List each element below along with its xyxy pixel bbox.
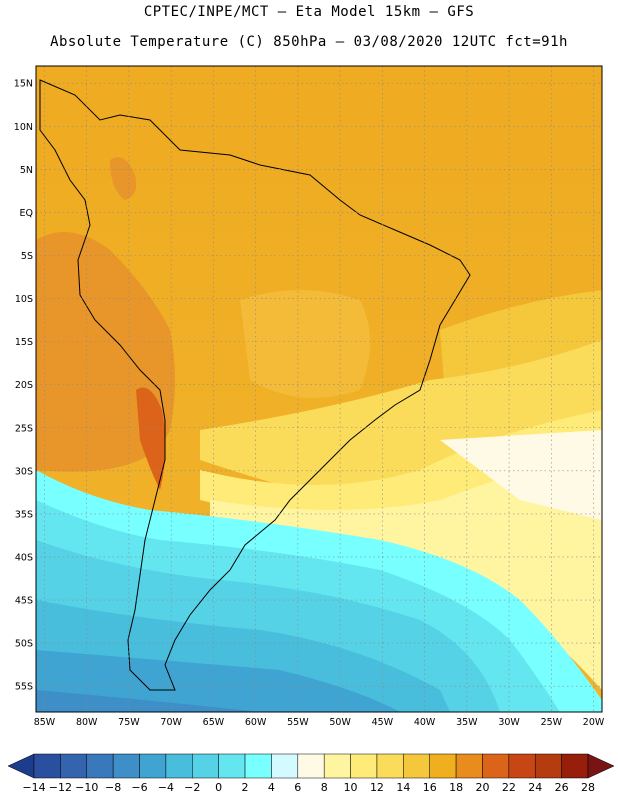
colorbar-label: −2 bbox=[184, 781, 200, 794]
lat-label: 5S bbox=[21, 251, 33, 262]
lat-label: 20S bbox=[15, 380, 33, 391]
lat-label: 40S bbox=[15, 552, 33, 563]
colorbar-swatch bbox=[482, 753, 510, 779]
colorbar-swatch bbox=[165, 753, 193, 779]
colorbar-label: 28 bbox=[581, 781, 595, 794]
colorbar-swatch bbox=[244, 753, 272, 779]
lat-label: 35S bbox=[15, 509, 33, 520]
lat-label: 15N bbox=[14, 79, 33, 90]
field-band-m4 bbox=[36, 650, 400, 712]
lat-label: 25S bbox=[15, 423, 33, 434]
lon-label: 55W bbox=[287, 717, 309, 728]
colorbar-label: −14 bbox=[22, 781, 45, 794]
colorbar-swatch bbox=[403, 753, 430, 779]
colorbar-label: −12 bbox=[49, 781, 72, 794]
lon-label: 40W bbox=[414, 717, 436, 728]
colorbar-label: 12 bbox=[370, 781, 384, 794]
lat-label: EQ bbox=[20, 208, 33, 219]
colorbar-label: 24 bbox=[528, 781, 542, 794]
lat-label: 15S bbox=[15, 337, 33, 348]
colorbar-label: 20 bbox=[475, 781, 489, 794]
colorbar-swatch bbox=[508, 753, 536, 779]
colorbar-label: −8 bbox=[105, 781, 121, 794]
lon-label: 60W bbox=[245, 717, 267, 728]
colorbar-label: 0 bbox=[215, 781, 222, 794]
colorbar-label: 22 bbox=[502, 781, 516, 794]
colorbar-swatch bbox=[534, 753, 562, 779]
colorbar-swatch bbox=[60, 753, 88, 779]
colorbar-swatch bbox=[323, 753, 351, 779]
lat-label: 10N bbox=[14, 122, 33, 133]
colorbar-label: 6 bbox=[294, 781, 301, 794]
colorbar-swatch bbox=[33, 753, 61, 779]
longitude-labels: 85W 80W 75W 70W 65W 60W 55W 50W 45W 40W 35W 30W 25W 2… bbox=[34, 717, 605, 728]
lat-label: 50S bbox=[15, 639, 33, 650]
colorbar-swatch bbox=[86, 753, 114, 779]
colorbar-swatch bbox=[139, 753, 167, 779]
colorbar-swatch bbox=[218, 753, 246, 779]
lon-label: 50W bbox=[329, 717, 351, 728]
colorbar bbox=[7, 753, 615, 779]
colorbar-label: 2 bbox=[242, 781, 249, 794]
field-venezuela-18 bbox=[110, 157, 137, 200]
colorbar-swatch bbox=[297, 753, 325, 779]
lon-label: 75W bbox=[118, 717, 140, 728]
lat-label: 10S bbox=[15, 294, 33, 305]
colorbar-swatch bbox=[112, 753, 140, 779]
lon-label: 70W bbox=[160, 717, 182, 728]
temperature-field bbox=[36, 66, 602, 712]
colorbar-swatch bbox=[455, 753, 483, 779]
lon-label: 25W bbox=[541, 717, 563, 728]
colorbar-labels: −14 −12 −10 −8 −6 −4 −2 0 2 4 6 8 10 12 14 16 18 20 22 24 26… bbox=[22, 781, 595, 794]
colorbar-min-arrow bbox=[7, 753, 35, 779]
coastline bbox=[39, 79, 471, 691]
lon-label: 30W bbox=[498, 717, 520, 728]
field-band-8 bbox=[440, 430, 602, 520]
field-brazil-16 bbox=[240, 290, 370, 398]
lon-label: 85W bbox=[34, 717, 56, 728]
lon-label: 45W bbox=[372, 717, 394, 728]
title-line-1: CPTEC/INPE/MCT – Eta Model 15km – GFS bbox=[143, 4, 475, 20]
colorbar-swatch bbox=[376, 753, 404, 779]
lon-label: 80W bbox=[76, 717, 98, 728]
colorbar-label: −6 bbox=[131, 781, 147, 794]
colorbar-label: 16 bbox=[423, 781, 437, 794]
colorbar-swatch bbox=[192, 753, 219, 779]
field-band-10 bbox=[210, 450, 602, 690]
colorbar-swatch bbox=[429, 753, 457, 779]
colorbar-max-arrow bbox=[587, 753, 615, 779]
field-band-m6 bbox=[36, 690, 260, 712]
title-line-2: Absolute Temperature (C) 850hPa – 03/08/… bbox=[50, 34, 568, 50]
colorbar-swatch bbox=[561, 753, 589, 779]
latitude-labels: 15N 10N 5N EQ 5S 10S 15S 20S 25S 30S 35S 40S 45S 50S 5… bbox=[14, 79, 33, 693]
lat-label: 30S bbox=[15, 466, 33, 477]
colorbar-label: 18 bbox=[449, 781, 463, 794]
colorbar-label: 4 bbox=[268, 781, 275, 794]
colorbar-swatch bbox=[350, 753, 378, 779]
lat-label: 5N bbox=[20, 165, 33, 176]
lon-label: 20W bbox=[583, 717, 605, 728]
lon-label: 65W bbox=[203, 717, 225, 728]
lat-label: 55S bbox=[15, 682, 33, 693]
field-andes-22 bbox=[136, 387, 166, 490]
colorbar-label: 26 bbox=[555, 781, 569, 794]
colorbar-label: 10 bbox=[344, 781, 358, 794]
lon-label: 35W bbox=[456, 717, 478, 728]
colorbar-label: 8 bbox=[321, 781, 328, 794]
colorbar-label: −10 bbox=[75, 781, 98, 794]
colorbar-label: −4 bbox=[158, 781, 174, 794]
colorbar-swatch bbox=[271, 753, 299, 779]
map-frame bbox=[35, 65, 603, 713]
colorbar-label: 14 bbox=[396, 781, 410, 794]
lat-label: 45S bbox=[15, 596, 33, 607]
